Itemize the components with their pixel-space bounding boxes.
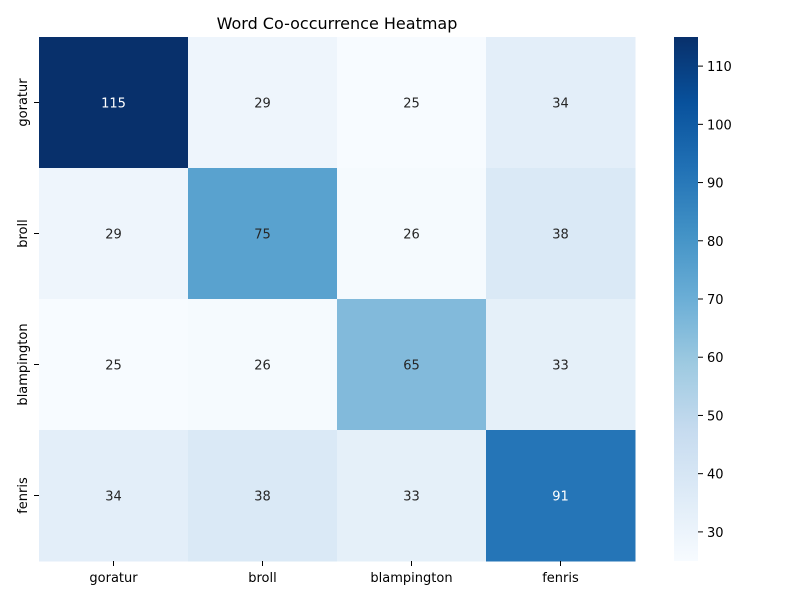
heatmap-cell	[39, 37, 189, 169]
y-tick-label: broll	[16, 219, 31, 248]
x-tick-label: blampington	[370, 571, 452, 586]
heatmap-cell	[337, 168, 487, 300]
y-axis-ticks: goratur broll blampington fenris	[16, 78, 39, 514]
x-tick-label: goratur	[89, 571, 138, 586]
cell-value-label: 25	[105, 359, 122, 374]
cell-value-label: 25	[403, 97, 420, 112]
colorbar-tick-label: 110	[707, 60, 732, 75]
colorbar-tick-label: 70	[707, 293, 724, 308]
colorbar-tick-label: 60	[707, 351, 724, 366]
cell-value-label: 65	[403, 359, 420, 374]
x-axis-ticks: goratur broll blampington fenris	[89, 561, 579, 586]
cell-value-label: 33	[403, 490, 420, 505]
heatmap-cell	[188, 430, 338, 562]
cell-annotations: 115 29 25 34 29 75 26 38 25 26 65 33 34 38 33 91	[101, 97, 569, 505]
y-tick-label: goratur	[16, 78, 31, 127]
heatmap-cell	[39, 168, 189, 300]
cell-value-label: 29	[254, 97, 271, 112]
heatmap-cell	[486, 430, 636, 562]
colorbar	[674, 37, 698, 561]
cell-value-label: 115	[101, 97, 126, 112]
heatmap-cell	[188, 299, 338, 431]
heatmap-cell	[39, 430, 189, 562]
x-tick-label: broll	[248, 571, 277, 586]
cell-value-label: 26	[403, 228, 420, 243]
x-tick-label: fenris	[542, 571, 579, 586]
cell-value-label: 75	[254, 228, 271, 243]
y-tick-label: blampington	[16, 323, 31, 405]
heatmap-cell	[337, 37, 487, 169]
heatmap-cell	[188, 168, 338, 300]
cell-value-label: 26	[254, 359, 271, 374]
colorbar-tick-label: 50	[707, 409, 724, 424]
cell-value-label: 38	[254, 490, 271, 505]
cell-value-label: 34	[105, 490, 122, 505]
colorbar-tick-label: 40	[707, 468, 724, 483]
heatmap-cell	[39, 299, 189, 431]
colorbar-tick-label: 30	[707, 526, 724, 541]
heatmap-cell	[188, 37, 338, 169]
cell-value-label: 33	[552, 359, 569, 374]
colorbar-tick-label: 80	[707, 235, 724, 250]
cell-value-label: 38	[552, 228, 569, 243]
heatmap-cell	[337, 299, 487, 431]
cell-value-label: 34	[552, 97, 569, 112]
colorbar-tick-label: 90	[707, 177, 724, 192]
colorbar-ticks: 30 40 50 60 70 80 90 100 110	[698, 60, 732, 541]
y-tick-label: fenris	[16, 477, 31, 514]
heatmap-cell	[337, 430, 487, 562]
chart-title: Word Co-occurrence Heatmap	[217, 14, 458, 33]
colorbar-tick-label: 100	[707, 118, 732, 133]
cell-value-label: 91	[552, 490, 569, 505]
heatmap-cells	[39, 37, 636, 562]
heatmap-cell	[486, 299, 636, 431]
cell-value-label: 29	[105, 228, 122, 243]
heatmap-cell	[486, 37, 636, 169]
heatmap-cell	[486, 168, 636, 300]
